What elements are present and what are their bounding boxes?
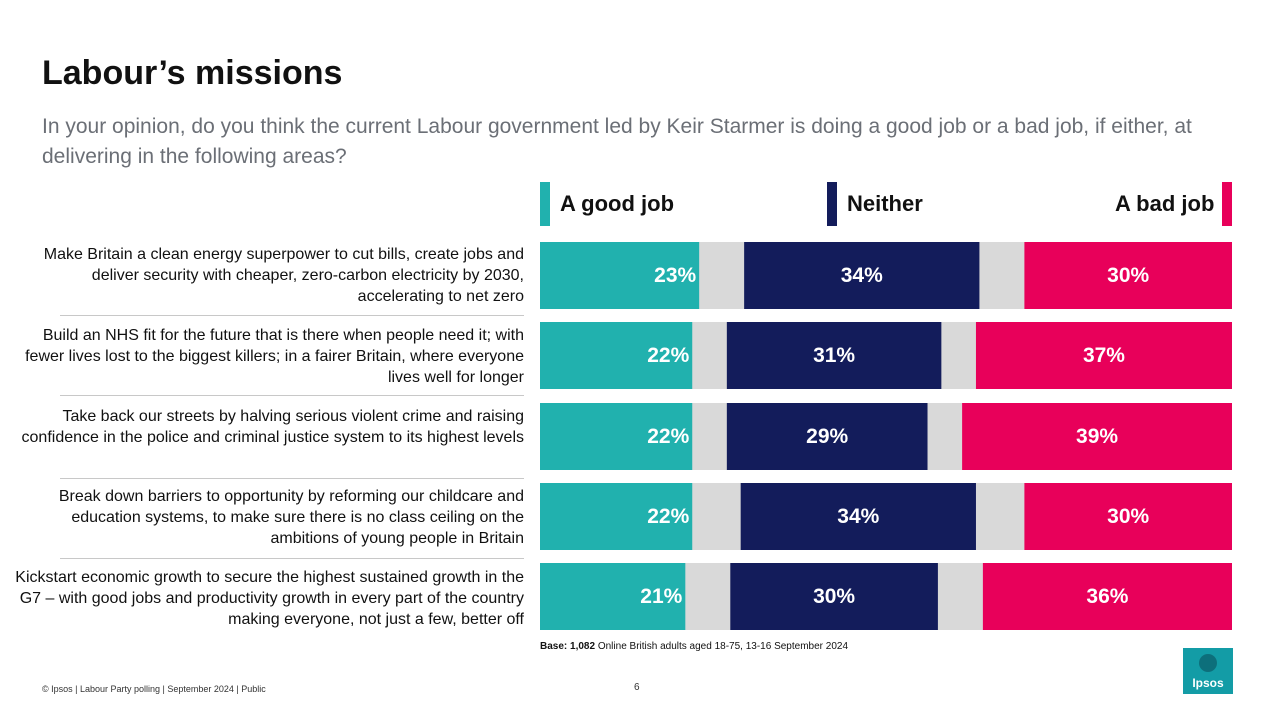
bar-good-job [540, 483, 693, 550]
data-label-bad: 30% [1107, 264, 1149, 287]
bar-bad-job [982, 563, 1232, 630]
bar-bad-job [1024, 483, 1232, 550]
logo-text: Ipsos [1192, 676, 1224, 690]
bar-good-job [540, 242, 700, 309]
bar-neither [726, 322, 942, 389]
bar-good-job [540, 563, 686, 630]
footer-text: © Ipsos | Labour Party polling | Septemb… [42, 684, 266, 694]
row-label-clean-energy: Make Britain a clean energy superpower t… [43, 246, 524, 305]
data-label-good: 22% [647, 344, 689, 367]
logo-mark-icon [1199, 654, 1217, 672]
data-label-bad: 30% [1107, 505, 1149, 528]
page-number: 6 [634, 682, 640, 693]
question-text: In your opinion, do you think the curren… [42, 115, 1192, 168]
data-label-neither: 29% [806, 425, 848, 448]
bar-bad-job [962, 403, 1232, 470]
legend-bad-job: A bad job [1115, 182, 1233, 226]
row-label-crime: Take back our streets by halving serious… [21, 408, 524, 446]
row-divider [60, 478, 524, 479]
data-label-good: 22% [647, 425, 689, 448]
row-divider [60, 315, 524, 316]
legend-good-job: A good job [540, 182, 674, 226]
legend-swatch-bad [1222, 182, 1233, 226]
data-label-neither: 34% [837, 505, 879, 528]
bar-bad-job [975, 322, 1232, 389]
bar-neither [740, 483, 976, 550]
data-label-bad: 37% [1083, 344, 1125, 367]
bar-neither [730, 563, 938, 630]
bar-good-job [540, 322, 693, 389]
data-label-good: 22% [647, 505, 689, 528]
ipsos-logo: Ipsos [1183, 648, 1233, 694]
base-description: Online British adults aged 18-75, 13-16 … [597, 641, 849, 652]
bar-bad-job [1024, 242, 1232, 309]
data-label-neither: 31% [813, 344, 855, 367]
bar-neither [744, 242, 980, 309]
legend-swatch-good [540, 182, 550, 226]
legend-label-neither: Neither [847, 191, 923, 216]
data-label-neither: 34% [841, 264, 883, 287]
row-label-opportunity: Break down barriers to opportunity by re… [58, 488, 524, 547]
row-divider [60, 395, 524, 396]
base-label: Base: [540, 641, 568, 652]
legend-swatch-neither [827, 182, 837, 226]
page-title: Labour’s missions [42, 54, 343, 92]
data-label-bad: 36% [1086, 585, 1128, 608]
data-label-neither: 30% [813, 585, 855, 608]
row-label-nhs: Build an NHS fit for the future that is … [25, 327, 524, 386]
bar-good-job [540, 403, 693, 470]
data-label-bad: 39% [1076, 425, 1118, 448]
data-label-good: 21% [640, 585, 682, 608]
legend-neither: Neither [827, 182, 923, 226]
row-label-growth: Kickstart economic growth to secure the … [15, 569, 524, 628]
base-note: Base: 1,082 Online British adults aged 1… [540, 641, 848, 652]
legend-label-good: A good job [560, 191, 675, 216]
legend-label-bad: A bad job [1115, 191, 1215, 216]
base-count: 1,082 [570, 641, 596, 652]
row-divider [60, 558, 524, 559]
bar-neither [726, 403, 928, 470]
data-label-good: 23% [654, 264, 696, 287]
